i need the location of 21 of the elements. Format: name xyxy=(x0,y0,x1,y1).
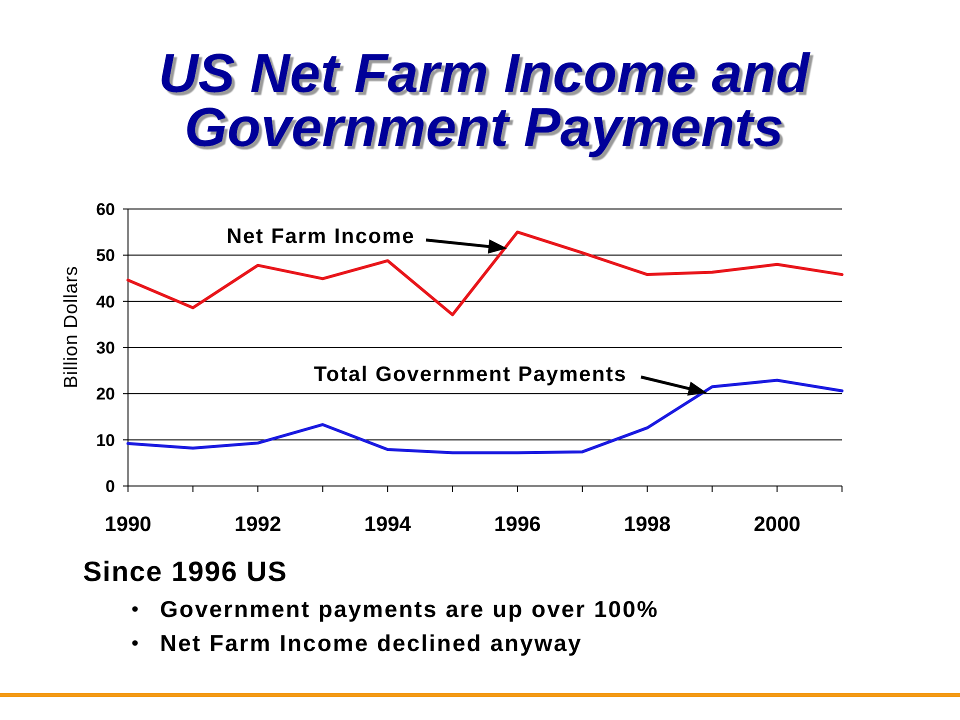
x-tick-label: 1992 xyxy=(234,513,282,536)
chart-title: US Net Farm Income and Government Payments xyxy=(158,42,811,158)
text: Since 1996 US xyxy=(83,556,288,587)
annotation: Net Farm Income xyxy=(226,225,415,248)
annotation: Total Government Payments xyxy=(314,363,627,386)
line-series xyxy=(126,230,844,316)
y-tick-label: 30 xyxy=(96,338,115,358)
y-tick-label: 0 xyxy=(106,476,115,496)
y-tick-label: 10 xyxy=(96,430,115,450)
x-tick-label: 1998 xyxy=(624,513,671,536)
x-tick-label: 2000 xyxy=(754,513,800,536)
x-tick-label: 1994 xyxy=(364,513,412,536)
x-tick-label: 1996 xyxy=(494,513,541,536)
y-axis-title: Billion Dollars xyxy=(61,266,82,388)
y-tick-label: 40 xyxy=(96,292,115,312)
x-tick-label: 1990 xyxy=(104,513,152,536)
text: Government payments are up over 100% xyxy=(160,596,659,622)
text: Net Farm Income declined anyway xyxy=(160,630,582,656)
y-tick-label: 50 xyxy=(96,246,115,266)
y-tick-label: 60 xyxy=(96,200,115,219)
y-tick-label: 20 xyxy=(96,384,115,404)
